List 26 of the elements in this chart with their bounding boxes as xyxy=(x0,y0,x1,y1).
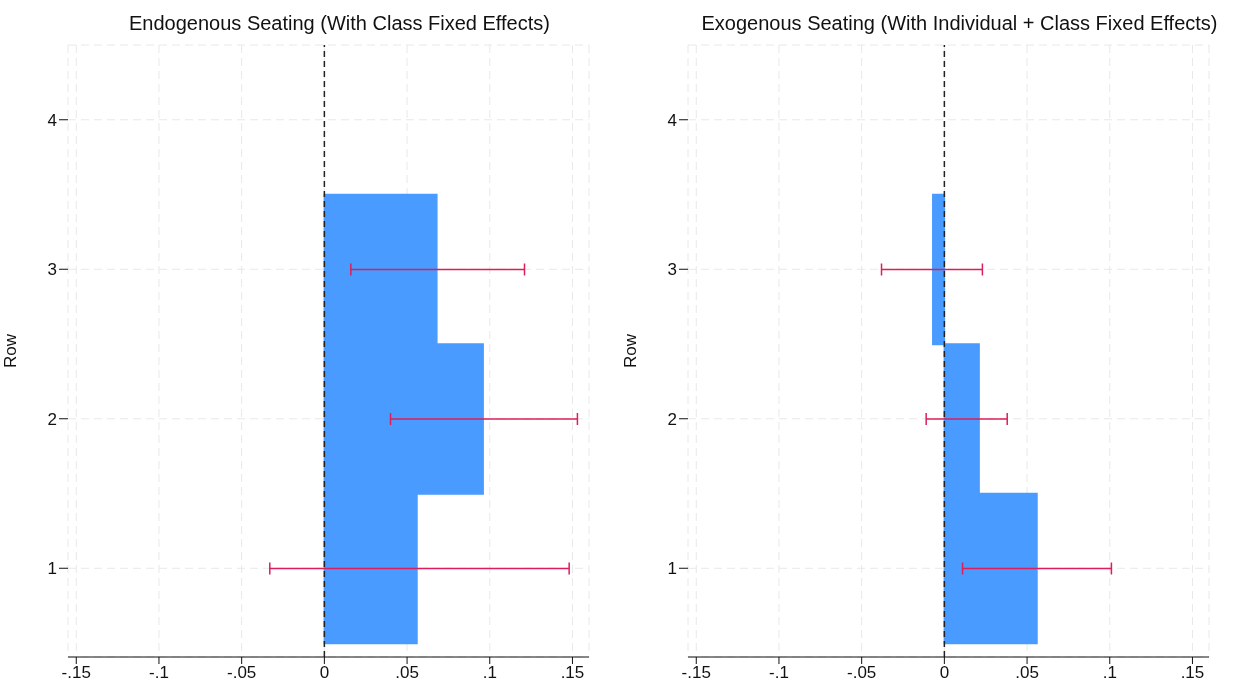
y-tick-label: 3 xyxy=(47,260,57,280)
chart-title: Exogenous Seating (With Individual + Class Fixed Effects) xyxy=(700,12,1219,35)
y-tick-label: 4 xyxy=(47,110,57,130)
x-tick-label: -.15 xyxy=(61,663,91,683)
x-tick-label: 0 xyxy=(939,663,950,683)
y-tick-label: 2 xyxy=(47,409,57,429)
y-tick-label: 3 xyxy=(667,260,677,280)
x-tick-label: .1 xyxy=(482,663,497,683)
y-axis-title: Row xyxy=(1,333,21,369)
x-tick-label: .05 xyxy=(1015,663,1039,683)
x-tick-label: -.05 xyxy=(847,663,877,683)
x-tick-label: -.05 xyxy=(227,663,257,683)
x-tick-label: .15 xyxy=(1180,663,1205,683)
x-tick-label: 0 xyxy=(319,663,330,683)
x-tick-label: .05 xyxy=(395,663,419,683)
y-axis-title: Row xyxy=(621,333,641,369)
y-tick-label: 4 xyxy=(667,110,677,130)
y-tick-label: 2 xyxy=(667,409,677,429)
x-tick-label: .15 xyxy=(560,663,585,683)
x-tick-label: -.15 xyxy=(681,663,711,683)
y-tick-label: 1 xyxy=(667,559,677,579)
x-tick-label: .1 xyxy=(1102,663,1117,683)
x-tick-label: -.1 xyxy=(769,663,789,683)
chart-title: Endogenous Seating (With Class Fixed Effects) xyxy=(128,12,551,35)
x-tick-label: -.1 xyxy=(149,663,169,683)
y-tick-label: 1 xyxy=(47,559,57,579)
